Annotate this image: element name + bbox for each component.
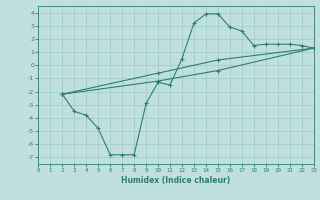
X-axis label: Humidex (Indice chaleur): Humidex (Indice chaleur)	[121, 176, 231, 185]
